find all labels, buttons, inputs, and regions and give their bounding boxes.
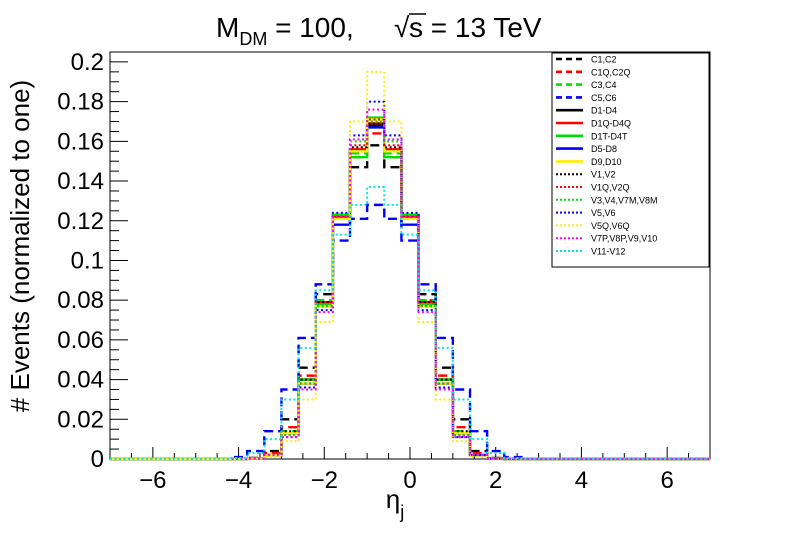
series-line	[110, 186, 710, 460]
chart-title: MDM = 100,	[216, 12, 354, 49]
title-sqrt-s: √ s = 13 TeV	[394, 12, 542, 43]
y-tick-label: 0.04	[57, 367, 104, 394]
y-tick-label: 0.02	[57, 406, 104, 433]
legend-label: D1Q-D4Q	[591, 119, 631, 129]
title-m-sub: DM	[239, 29, 267, 49]
y-tick-label: 0.1	[71, 247, 104, 274]
y-tick-label: 0.2	[71, 49, 104, 76]
series-line	[110, 108, 710, 460]
x-axis: −6 −4 −2 0 2 4 6	[109, 447, 711, 494]
legend-label: V5Q,V6Q	[591, 221, 630, 231]
y-axis: 0 0.02 0.04 0.06 0.08 0.1 0.12 0.14 0.16 0.18 0.2	[57, 49, 128, 473]
title-sqrt-symbol: √	[394, 12, 410, 43]
x-tick-label: 2	[489, 467, 502, 494]
legend: C1,C2 C1Q,C2Q C3,C4 C5,C6 D1-D4 D1Q-D4Q D1T-D4…	[556, 55, 658, 257]
legend-label: D1-D4	[591, 106, 617, 116]
legend-label: V5,V6	[591, 208, 616, 218]
series-line	[110, 118, 710, 460]
x-axis-label: ηj	[386, 484, 404, 522]
y-tick-label: 0.08	[57, 287, 104, 314]
x-tick-label: 0	[403, 467, 416, 494]
x-label-sub: j	[399, 502, 404, 522]
legend-label: V1Q,V2Q	[591, 183, 630, 193]
y-axis-label: # Events (normalized to one)	[5, 80, 35, 412]
x-label-main: η	[386, 484, 400, 514]
x-tick-label: −6	[139, 467, 166, 494]
title-m: M	[216, 12, 239, 43]
legend-label: V7P,V8P,V9,V10	[591, 234, 657, 244]
title-m-rest: = 100,	[267, 12, 353, 43]
series-line	[110, 120, 710, 460]
x-tick-label: −2	[311, 467, 338, 494]
legend-label: D5-D8	[591, 144, 617, 154]
legend-label: V1,V2	[591, 170, 616, 180]
y-tick-label: 0.06	[57, 327, 104, 354]
title-s-rest: s = 13 TeV	[409, 12, 542, 43]
y-tick-label: 0.12	[57, 208, 104, 235]
legend-label: D9,D10	[591, 157, 622, 167]
legend-box	[551, 52, 710, 268]
x-tick-label: −4	[225, 467, 252, 494]
y-tick-label: 0.16	[57, 128, 104, 155]
legend-label: C1,C2	[591, 55, 617, 65]
series-group	[110, 70, 710, 461]
legend-label: V11-V12	[591, 247, 625, 257]
x-tick-label: 6	[660, 467, 673, 494]
legend-label: C1Q,C2Q	[591, 67, 631, 77]
legend-label: V3,V4,V7M,V8M	[591, 195, 658, 205]
legend-label: C5,C6	[591, 93, 617, 103]
y-tick-label: 0	[91, 446, 104, 473]
x-tick-label: 4	[575, 467, 588, 494]
legend-label: D1T-D4T	[591, 131, 628, 141]
legend-label: C3,C4	[591, 80, 617, 90]
y-tick-label: 0.18	[57, 89, 104, 116]
y-tick-label: 0.14	[57, 168, 104, 195]
